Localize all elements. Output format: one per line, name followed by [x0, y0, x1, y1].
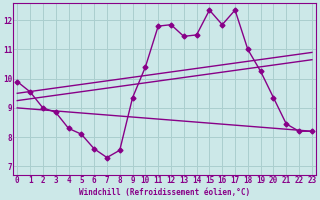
X-axis label: Windchill (Refroidissement éolien,°C): Windchill (Refroidissement éolien,°C): [79, 188, 250, 197]
